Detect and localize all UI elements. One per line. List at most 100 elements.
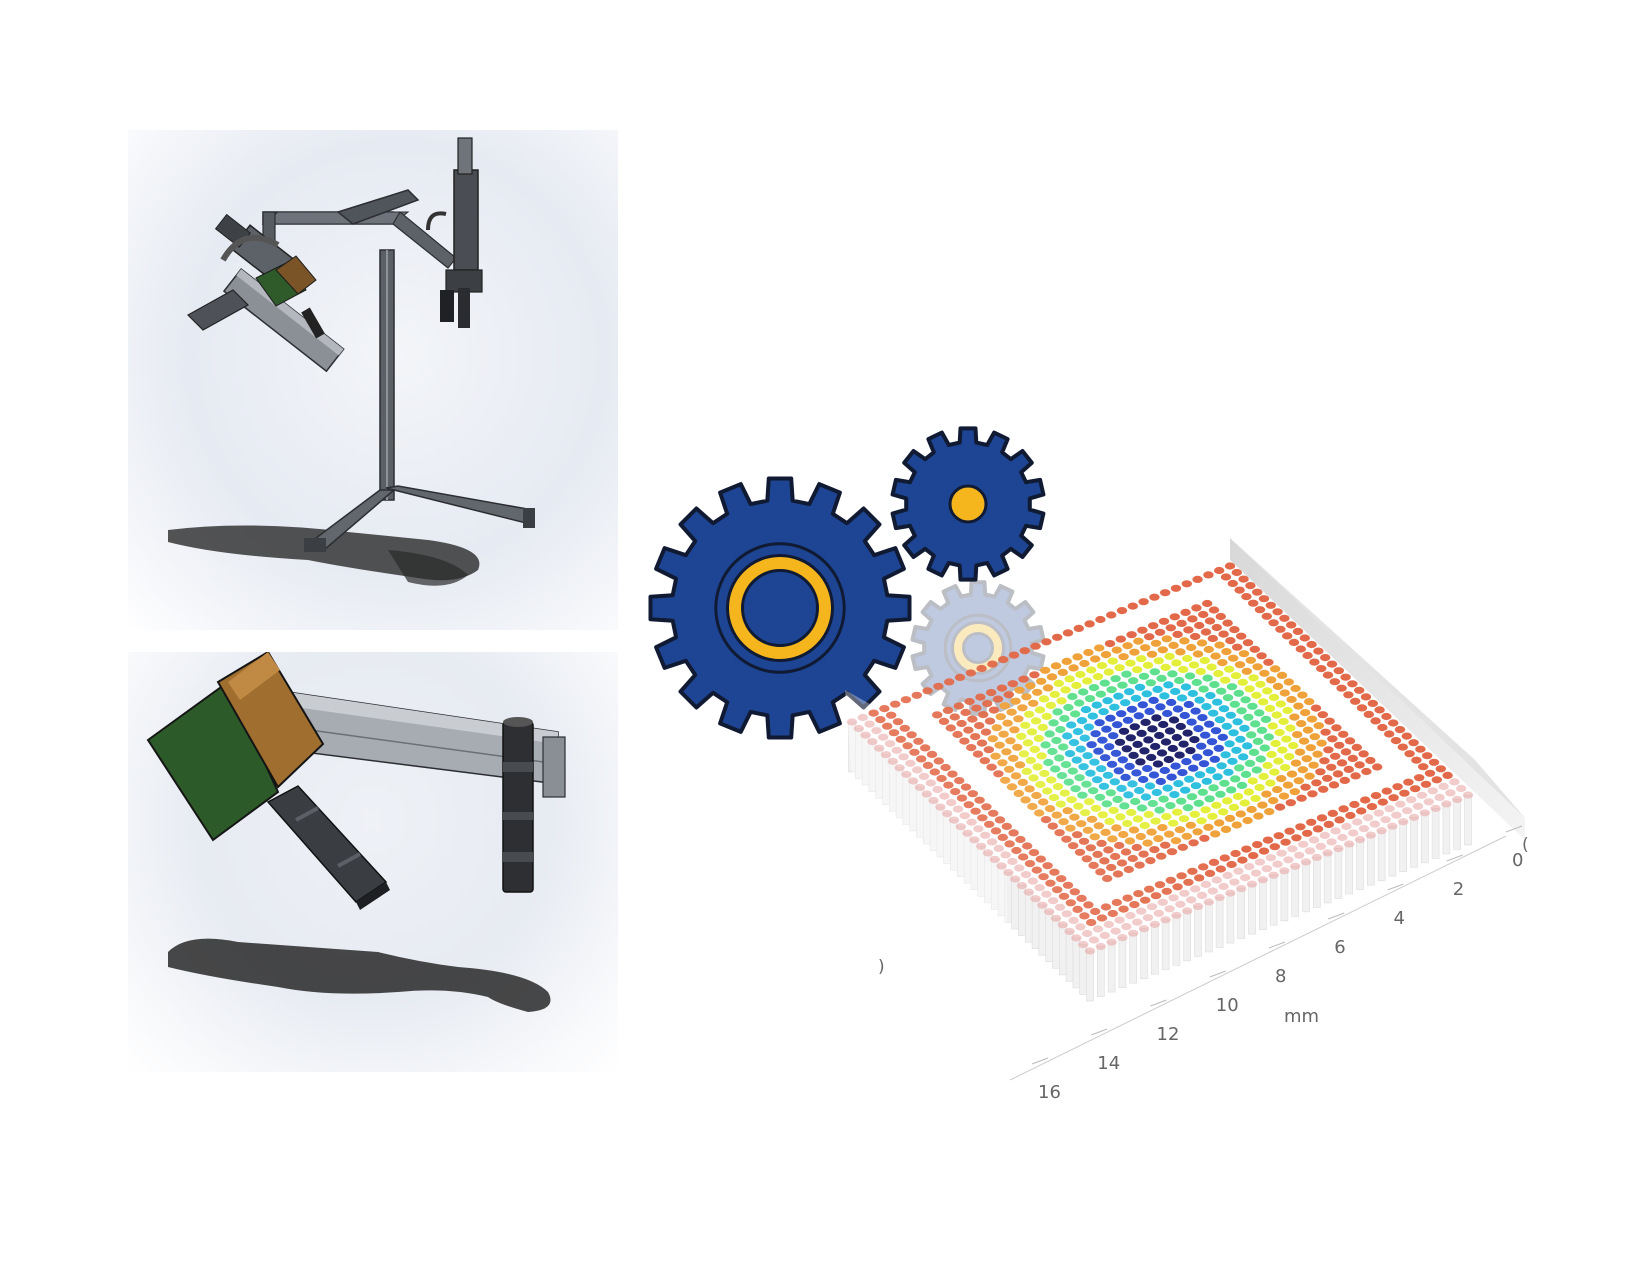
scan-dot (1072, 905, 1083, 914)
scan-dot (1008, 651, 1020, 659)
scan-dot (1412, 802, 1424, 810)
scan-dot (1306, 715, 1318, 723)
scan-dot (984, 820, 995, 828)
scan-dot (1322, 849, 1333, 857)
scan-dot (1071, 934, 1082, 942)
scan-dot (891, 746, 902, 754)
scan-dot (1264, 808, 1275, 816)
scan-dot (1063, 703, 1074, 712)
scan-dot (1175, 900, 1186, 908)
scan-dot (1100, 903, 1112, 911)
scan-dot (1133, 637, 1144, 645)
scan-dot (1296, 720, 1307, 728)
scan-dot (1099, 857, 1110, 865)
scan-dot (1050, 662, 1062, 670)
scan-dot (922, 761, 934, 770)
scan-dot (1240, 696, 1251, 704)
scan-dot (1058, 892, 1070, 900)
scan-dot (1067, 692, 1078, 701)
scan-dot (1319, 757, 1330, 765)
scan-dot (1228, 654, 1239, 662)
scan-dot (1427, 787, 1439, 795)
scan-dot (1360, 796, 1371, 804)
scan-dot (1255, 755, 1267, 763)
scan-dot (946, 799, 957, 807)
scan-dot (959, 737, 970, 745)
scan-dot (1344, 737, 1356, 745)
scan-dot (1104, 817, 1115, 826)
scan-dot (1051, 736, 1062, 745)
scan-dot (963, 726, 974, 734)
axis-tick-label-0: 0 (1512, 850, 1523, 871)
scan-dot (1047, 747, 1058, 756)
scan-dot (1403, 778, 1414, 786)
scan-dot (1066, 721, 1077, 729)
scan-dot (1354, 686, 1365, 694)
scan-dot (1414, 774, 1425, 782)
scan-dot (1160, 738, 1172, 746)
scan-dot (1207, 634, 1219, 643)
scan-dot (1374, 706, 1385, 714)
scan-dot (1175, 648, 1186, 656)
scan-dot (1086, 666, 1097, 674)
scan-dot (1194, 874, 1205, 882)
scan-dot (1311, 853, 1323, 862)
scan-dot (1311, 779, 1322, 787)
scan-dot (1268, 871, 1279, 879)
scan-dot (1214, 819, 1225, 827)
scan-dot (942, 810, 953, 818)
scan-dot (970, 733, 981, 741)
scan-dot (1132, 815, 1144, 823)
scan-dot (1329, 678, 1341, 686)
scan-dot (1146, 753, 1157, 762)
scan-dot (1226, 860, 1237, 869)
scan-dot (1125, 734, 1137, 742)
scan-dot (1316, 739, 1327, 747)
scan-dot (1189, 736, 1200, 744)
scan-dot (1354, 761, 1365, 769)
scan-dot (1265, 601, 1277, 609)
scan-dot (1208, 606, 1220, 614)
scan-dot (1147, 725, 1158, 733)
scan-dot (1419, 809, 1431, 817)
scan-dot (1391, 811, 1402, 819)
scan-dot (1245, 582, 1256, 590)
scan-dot (1080, 809, 1091, 817)
scan-dot (1211, 623, 1223, 632)
scan-dot (1402, 807, 1413, 815)
scan-dot (1347, 680, 1358, 688)
gear-body (890, 426, 1046, 582)
scan-dot (1016, 732, 1027, 740)
scan-dot (1408, 739, 1419, 747)
scan-dot (1160, 841, 1171, 849)
scan-dot (1046, 673, 1058, 681)
scan-dot (1014, 864, 1025, 872)
scan-dot (1110, 675, 1121, 683)
scan-dot (945, 724, 956, 732)
scan-dot (1008, 829, 1019, 837)
scan-dot (960, 783, 972, 791)
scan-dot (1215, 865, 1227, 873)
scan-dot (1244, 759, 1256, 768)
scan-dot (1231, 746, 1242, 754)
scan-dot (1388, 719, 1399, 727)
scan-dot (994, 816, 1006, 824)
scan-dot (1258, 595, 1270, 603)
scan-dot (921, 790, 932, 798)
scan-dot (1079, 659, 1090, 668)
scan-dot (949, 713, 960, 721)
scan-dot (1285, 724, 1296, 732)
scan-dot (1398, 818, 1409, 826)
scan-dot (1058, 743, 1069, 751)
scan-dot (1038, 873, 1049, 881)
scan-dot (1037, 901, 1048, 909)
scan-dot (1161, 635, 1173, 643)
scan-dot (1149, 593, 1160, 601)
scan-dot (1006, 708, 1017, 716)
scan-dot (1054, 903, 1066, 911)
scan-dot (1122, 716, 1134, 724)
vertical-lens (502, 721, 534, 893)
scan-dot (1041, 890, 1052, 898)
scan-dot (1282, 706, 1293, 715)
scan-dot (1337, 833, 1348, 842)
